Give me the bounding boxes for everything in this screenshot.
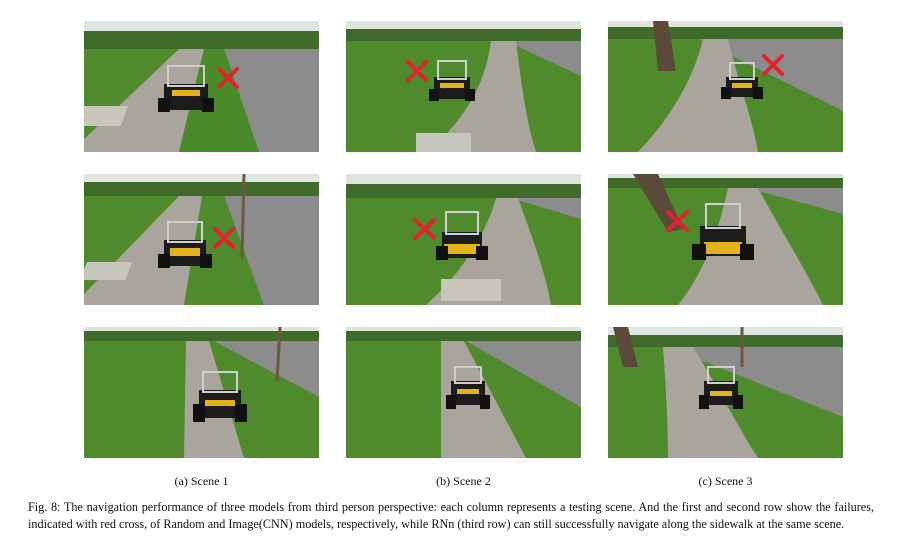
red-cross-icon (413, 218, 436, 240)
photo-scene3-cnn (608, 174, 843, 305)
subfigure-label-scene2: (b) Scene 2 (436, 474, 491, 488)
red-cross-icon (213, 227, 235, 249)
subfigure-label-scene3: (c) Scene 3 (698, 474, 753, 488)
photo-scene1-cnn (84, 174, 319, 305)
photo-scene1-random (84, 21, 319, 152)
figure-caption: Fig. 8: The navigation performance of th… (28, 500, 874, 531)
subfigure-label-scene1: (a) Scene 1 (174, 474, 229, 488)
red-cross-icon (217, 67, 239, 89)
red-cross-icon (762, 54, 784, 76)
photo-scene2-random (346, 21, 581, 152)
photo-scene1-rnn (84, 327, 319, 458)
red-cross-icon (666, 210, 689, 232)
photo-scene2-cnn (346, 174, 581, 305)
photo-scene2-rnn (346, 327, 581, 458)
photo-scene3-rnn (608, 327, 843, 458)
red-cross-icon (406, 60, 428, 82)
photo-scene3-random (608, 21, 843, 152)
